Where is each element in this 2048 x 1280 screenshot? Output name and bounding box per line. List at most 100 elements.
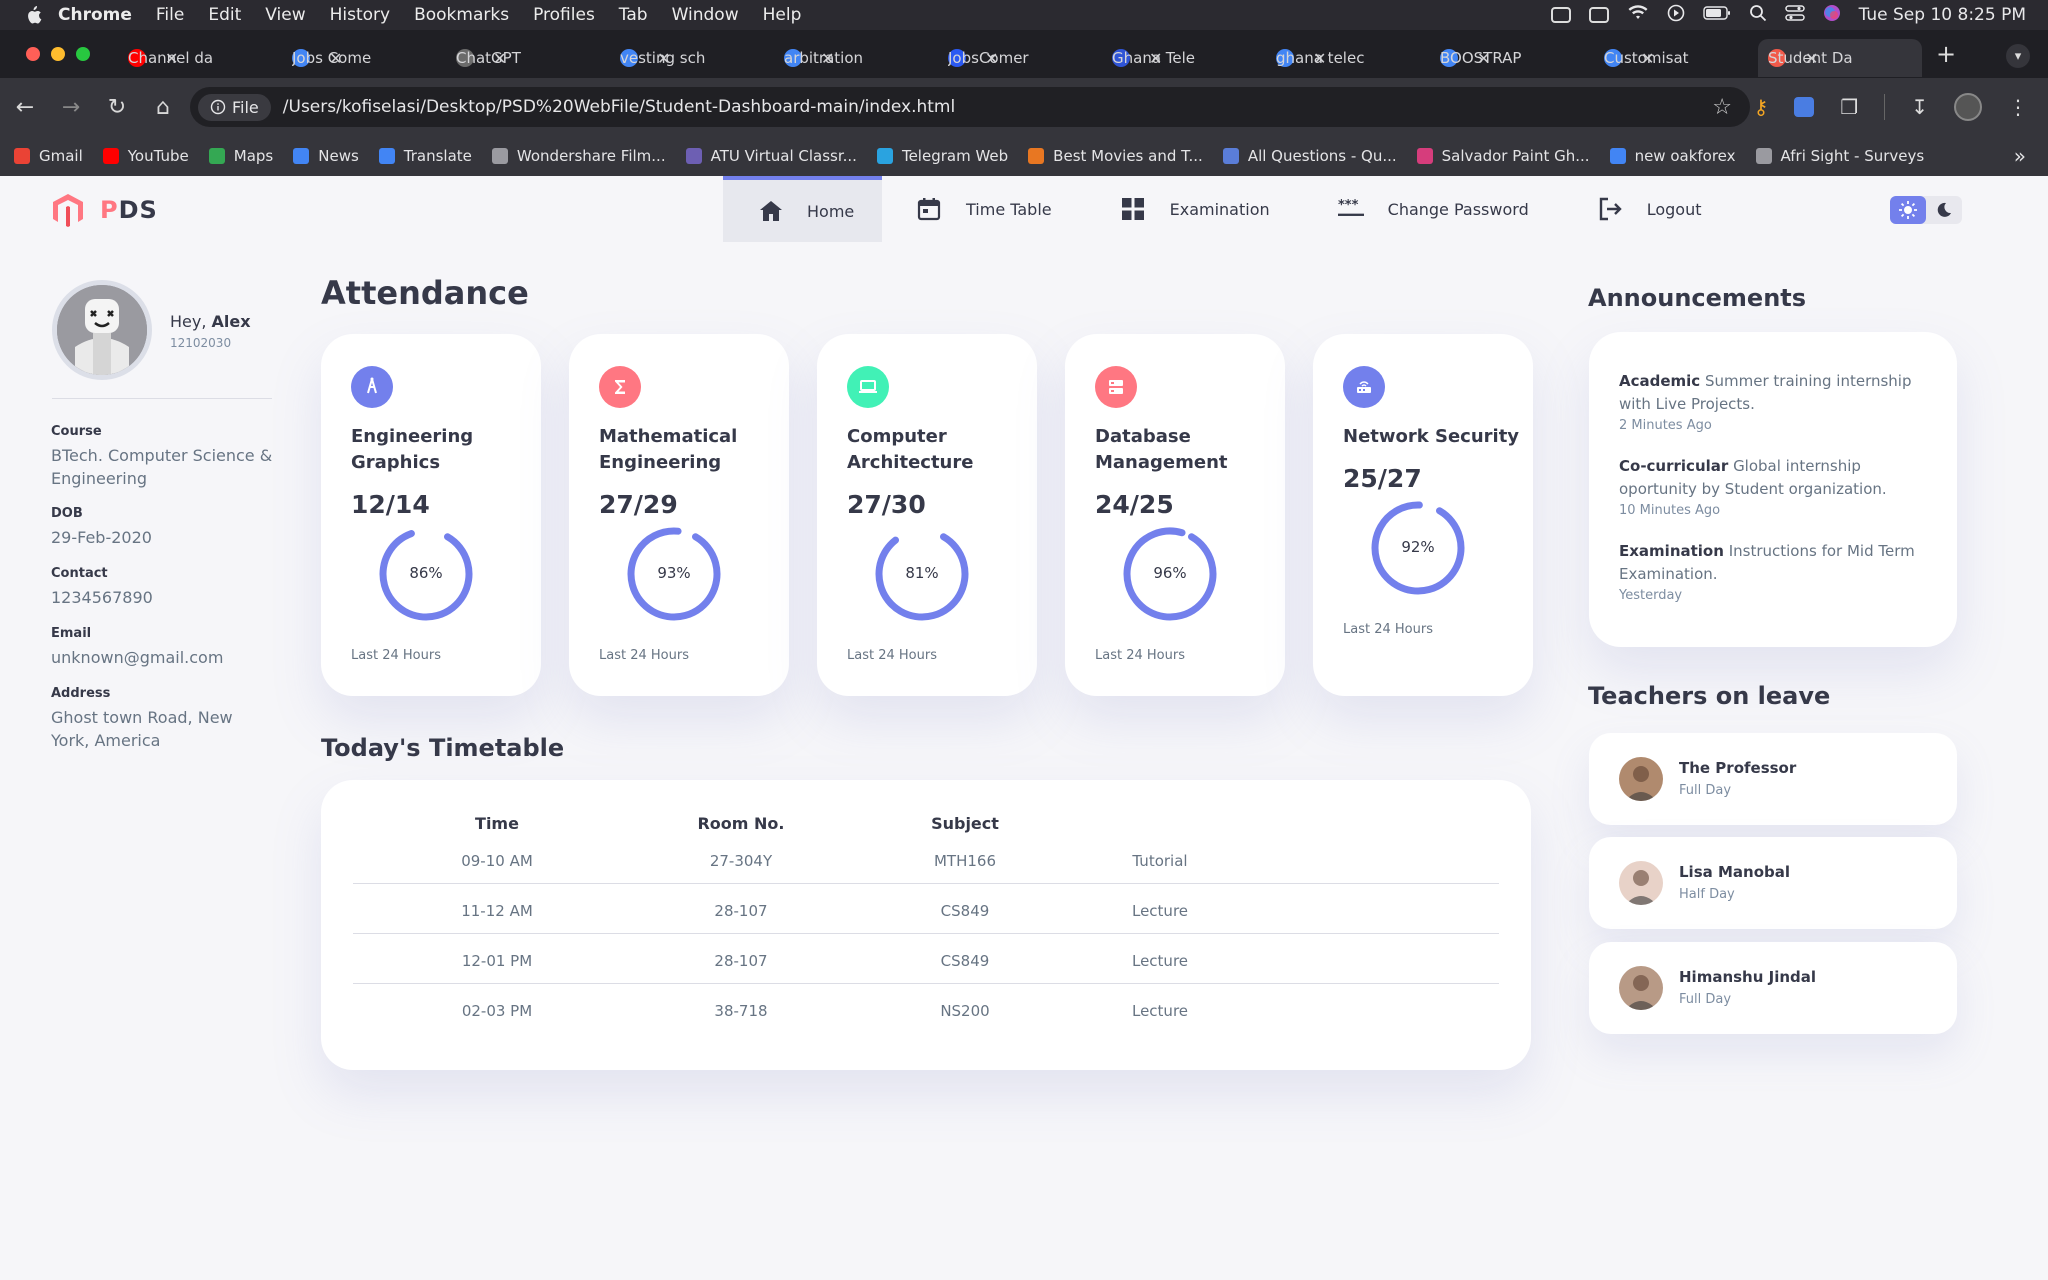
forward-arrow-icon[interactable]: → (61, 94, 81, 120)
url-text[interactable]: /Users/kofiselasi/Desktop/PSD%20WebFile/… (282, 97, 956, 117)
site-info-chip[interactable]: File (198, 93, 271, 121)
attendance-card[interactable]: Engineering Graphics 12/14 86% Last 24 Hour… (321, 334, 541, 696)
announcement-item[interactable]: Co-curricular Global internship oportuni… (1619, 455, 1939, 518)
os-menu-tab[interactable]: Tab (618, 5, 648, 25)
nav-logout[interactable]: Logout (1563, 176, 1736, 242)
nav-change-password[interactable]: *** Change Password (1304, 176, 1563, 242)
close-tab-icon[interactable]: ✕ (1641, 48, 1655, 68)
os-menu-view[interactable]: View (265, 5, 306, 25)
close-window-button[interactable] (26, 47, 40, 61)
bookmark-item[interactable]: new oakforex (1609, 147, 1736, 165)
translate-extension-icon[interactable] (1794, 97, 1815, 117)
theme-toggle[interactable] (1890, 196, 1962, 224)
close-tab-icon[interactable]: ✕ (1805, 48, 1819, 68)
announcement-time: Yesterday (1619, 588, 1683, 603)
browser-tab[interactable]: Customisat ✕ (1594, 39, 1758, 77)
os-menu-profiles[interactable]: Profiles (533, 5, 595, 25)
close-tab-icon[interactable]: ✕ (1313, 48, 1327, 68)
close-tab-icon[interactable]: ✕ (493, 48, 507, 68)
browser-home-icon[interactable]: ⌂ (156, 94, 170, 120)
bookmark-item[interactable]: Translate (378, 147, 472, 165)
browser-tab[interactable]: JobsComer ✕ (938, 39, 1102, 77)
nav-home[interactable]: Home (723, 176, 882, 242)
close-tab-icon[interactable]: ✕ (1477, 48, 1491, 68)
close-tab-icon[interactable]: ✕ (821, 48, 835, 68)
wifi-icon[interactable] (1627, 4, 1649, 26)
minimize-window-button[interactable] (51, 47, 65, 61)
os-menu-help[interactable]: Help (762, 5, 802, 25)
bookmark-item[interactable]: Best Movies and T... (1028, 147, 1203, 165)
spotlight-icon[interactable] (1749, 4, 1767, 27)
attendance-card[interactable]: Database Management 24/25 96% Last 24 Hours (1065, 334, 1285, 696)
bookmark-item[interactable]: Salvador Paint Gh... (1416, 147, 1590, 165)
close-tab-icon[interactable]: ✕ (329, 48, 343, 68)
browser-tab[interactable]: BOOSTRAP ✕ (1430, 39, 1594, 77)
bookmark-item[interactable]: Maps (208, 147, 273, 165)
bookmark-star-icon[interactable]: ☆ (1712, 94, 1732, 120)
attendance-card[interactable]: Mathematical Engineering 27/29 93% Last 24 … (569, 334, 789, 696)
new-tab-button[interactable]: + (1936, 40, 1957, 68)
close-tab-icon[interactable]: ✕ (985, 48, 999, 68)
os-menu-window[interactable]: Window (671, 5, 739, 25)
browser-tab[interactable]: Student Da ✕ (1758, 39, 1922, 77)
light-mode-sun-icon[interactable] (1890, 196, 1926, 224)
puzzle-extensions-icon[interactable]: ❐ (1840, 95, 1859, 119)
teacher-leave-card[interactable]: Lisa Manobal Half Day (1589, 837, 1957, 929)
bookmark-item[interactable]: Afri Sight - Surveys (1755, 147, 1925, 165)
battery-icon[interactable] (1702, 5, 1731, 25)
table-cell: MTH166 (933, 852, 996, 870)
more-bookmarks-chevron-icon[interactable]: » (2013, 144, 2026, 168)
announcement-item[interactable]: Examination Instructions for Mid Term Ex… (1619, 540, 1939, 603)
bookmark-item[interactable]: Gmail (14, 147, 83, 165)
browser-tab[interactable]: ChatGPT ✕ (446, 39, 610, 77)
screen-mirror-icon[interactable] (1588, 7, 1609, 23)
bookmark-item[interactable]: All Questions - Qu... (1222, 147, 1397, 165)
control-center-icon[interactable] (1784, 4, 1805, 27)
bookmark-item[interactable]: YouTube (102, 147, 189, 165)
menubar-clock[interactable]: Tue Sep 10 8:25 PM (1858, 5, 2026, 25)
kebab-menu-icon[interactable]: ⋮ (2008, 95, 2028, 119)
close-tab-icon[interactable]: ✕ (657, 48, 671, 68)
apple-icon[interactable] (22, 5, 44, 25)
bookmark-favicon-icon (685, 148, 702, 164)
profile-avatar-icon[interactable] (1954, 93, 1982, 121)
dark-mode-moon-icon[interactable] (1926, 196, 1962, 224)
w-icon[interactable] (1550, 7, 1571, 23)
address-bar[interactable]: File /Users/kofiselasi/Desktop/PSD%20Web… (190, 87, 1750, 127)
reload-icon[interactable]: ↻ (107, 94, 127, 120)
close-tab-icon[interactable]: ✕ (165, 48, 179, 68)
download-icon[interactable]: ↧ (1911, 95, 1928, 119)
browser-tab[interactable]: ghana telec ✕ (1266, 39, 1430, 77)
attendance-card[interactable]: Network Security 25/27 92% Last 24 Hours (1313, 334, 1533, 696)
zoom-window-button[interactable] (76, 47, 90, 61)
nav-time-table[interactable]: Time Table (882, 176, 1086, 242)
os-menu-history[interactable]: History (329, 5, 391, 25)
teacher-leave-card[interactable]: The Professor Full Day (1589, 733, 1957, 825)
close-tab-icon[interactable]: ✕ (1149, 48, 1163, 68)
bookmark-item[interactable]: News (293, 147, 359, 165)
avatar[interactable] (52, 280, 152, 380)
bookmark-item[interactable]: Telegram Web (876, 147, 1008, 165)
announcement-item[interactable]: Academic Summer training internship with… (1619, 370, 1939, 433)
attendance-card[interactable]: Computer Architecture 27/30 81% Last 24 Hou… (817, 334, 1037, 696)
back-arrow-icon[interactable]: ← (15, 94, 35, 120)
key-extension-icon[interactable]: ⚷ (1753, 95, 1769, 119)
logo[interactable]: PDS (50, 192, 158, 228)
browser-tab[interactable]: Ghana Tele ✕ (1102, 39, 1266, 77)
browser-tab[interactable]: Channel da ✕ (118, 39, 282, 77)
browser-tab[interactable]: Jobs Come ✕ (282, 39, 446, 77)
play-icon[interactable] (1667, 4, 1685, 27)
os-menu-chrome[interactable]: Chrome (58, 5, 132, 25)
os-menu-file[interactable]: File (155, 5, 185, 25)
tab-search-chevron-icon[interactable]: ▾ (2006, 44, 2030, 68)
os-menu-edit[interactable]: Edit (208, 5, 242, 25)
siri-icon[interactable] (1823, 4, 1841, 27)
bookmark-label: Afri Sight - Surveys (1780, 147, 1925, 165)
bookmark-item[interactable]: Wondershare Film... (491, 147, 666, 165)
bookmark-item[interactable]: ATU Virtual Classr... (685, 147, 857, 165)
browser-tab[interactable]: vesting sch ✕ (610, 39, 774, 77)
teacher-leave-card[interactable]: Himanshu Jindal Full Day (1589, 942, 1957, 1034)
browser-tab[interactable]: arbitration ✕ (774, 39, 938, 77)
os-menu-bookmarks[interactable]: Bookmarks (414, 5, 510, 25)
nav-examination[interactable]: Examination (1086, 176, 1304, 242)
